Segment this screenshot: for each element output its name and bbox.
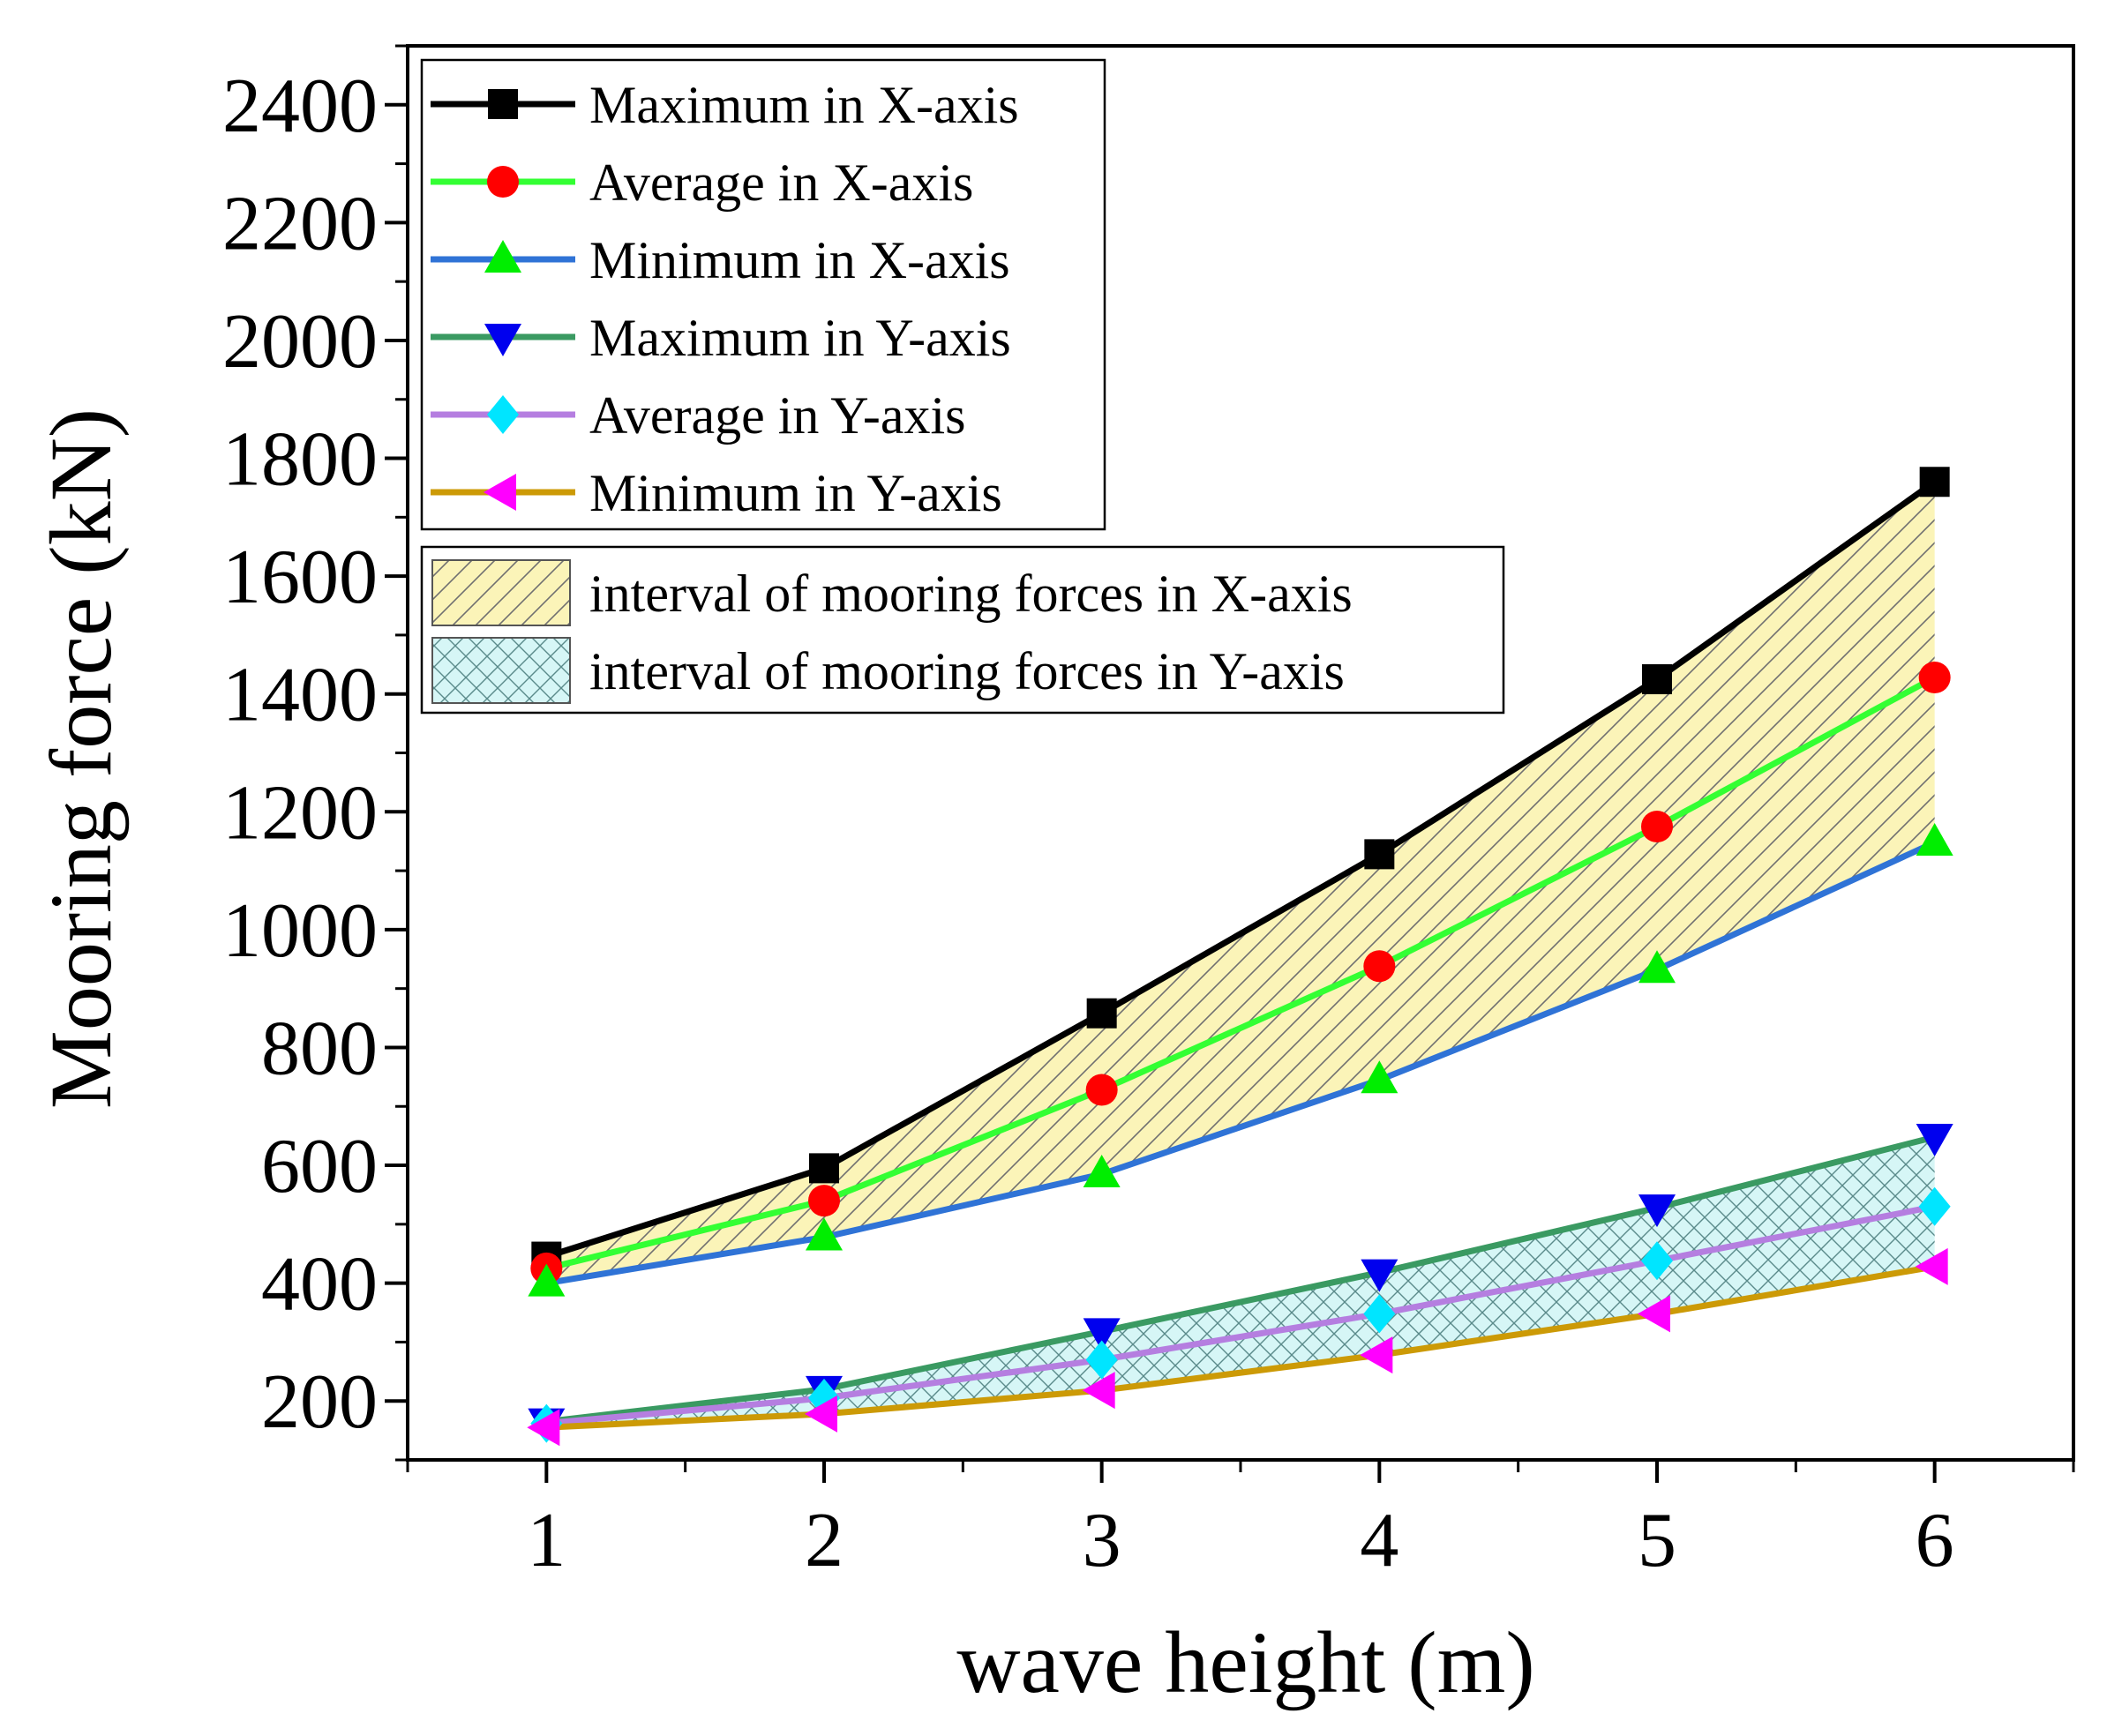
x-tick-label-6: 6 — [1916, 1498, 1954, 1583]
marker-maximum-in-y-axis-3 — [1083, 1318, 1121, 1351]
marker-maximum-in-x-axis-2 — [809, 1153, 839, 1184]
y-tick-label-200: 200 — [261, 1359, 378, 1445]
legend-label-average-in-x-axis: Average in X-axis — [589, 153, 973, 212]
legend-item-maximum-in-y-axis: Maximum in Y-axis — [431, 309, 1011, 367]
band-interval-of-mooring-forces-in-x-axis — [546, 482, 1935, 1283]
legend-item-average-in-x-axis: Average in X-axis — [431, 153, 973, 212]
marker-average-in-y-axis-5 — [1641, 1241, 1673, 1281]
line-average-in-x-axis — [545, 674, 1937, 1272]
marker-minimum-in-x-axis-5 — [1638, 950, 1676, 984]
legend-item-maximum-in-x-axis: Maximum in X-axis — [431, 76, 1019, 134]
marker-maximum-in-y-axis-6 — [1916, 1123, 1953, 1156]
line-minimum-in-x-axis — [545, 839, 1937, 1287]
legend-marker-maximum-in-y-axis — [484, 324, 521, 356]
marker-average-in-x-axis-2 — [808, 1185, 840, 1217]
y-tick-label-2400: 2400 — [222, 64, 378, 149]
y-tick-label-800: 800 — [261, 1006, 378, 1091]
interval-bands — [546, 482, 1935, 1428]
legend-marker-maximum-in-x-axis — [488, 89, 518, 119]
marker-minimum-in-y-axis-4 — [1360, 1336, 1393, 1374]
x-tick-label-5: 5 — [1638, 1498, 1676, 1583]
legend-item-average-in-y-axis: Average in Y-axis — [431, 386, 966, 445]
marker-average-in-y-axis-6 — [1918, 1186, 1951, 1226]
marker-minimum-in-x-axis-4 — [1361, 1060, 1398, 1094]
marker-maximum-in-y-axis-4 — [1361, 1259, 1398, 1292]
y-tick-label-600: 600 — [261, 1124, 378, 1209]
marker-average-in-x-axis-6 — [1918, 662, 1951, 694]
x-axis: 1 2 3 4 5 6 — [406, 1460, 2075, 1583]
legend-series: Maximum in X-axis Average in X-axis Minimu… — [420, 58, 1106, 531]
line-maximum-in-y-axis — [545, 1134, 1936, 1425]
band-interval-of-mooring-forces-in-y-axis — [546, 1136, 1935, 1428]
x-tick-label-4: 4 — [1360, 1498, 1398, 1583]
line-maximum-in-x-axis — [545, 479, 1937, 1260]
marker-maximum-in-x-axis-6 — [1919, 467, 1950, 498]
marker-maximum-in-x-axis-5 — [1642, 664, 1672, 695]
y-tick-label-1400: 1400 — [222, 653, 378, 738]
legend-label-maximum-in-y-axis: Maximum in Y-axis — [589, 309, 1011, 367]
marker-minimum-in-x-axis-6 — [1916, 823, 1953, 857]
marker-minimum-in-x-axis-3 — [1083, 1155, 1121, 1188]
marker-maximum-in-x-axis-3 — [1086, 998, 1117, 1029]
x-axis-title: wave height (m) — [956, 1613, 1534, 1711]
marker-average-in-x-axis-3 — [1085, 1074, 1118, 1106]
marker-minimum-in-x-axis-2 — [806, 1217, 843, 1251]
legend-swatch-interval-of-mooring-forces-in-x-axis — [431, 559, 571, 626]
marker-minimum-in-y-axis-3 — [1082, 1372, 1115, 1410]
marker-maximum-in-y-axis-5 — [1638, 1194, 1676, 1228]
x-tick-label-2: 2 — [805, 1498, 844, 1583]
marker-average-in-y-axis-4 — [1363, 1294, 1396, 1334]
legend-swatch-interval-of-mooring-forces-in-y-axis — [431, 637, 571, 704]
legend-item-interval-of-mooring-forces-in-y-axis: interval of mooring forces in Y-axis — [431, 637, 1345, 704]
legend-marker-minimum-in-y-axis — [484, 474, 516, 511]
legend-label-average-in-y-axis: Average in Y-axis — [589, 386, 966, 445]
line-average-in-y-axis — [546, 1203, 1936, 1427]
marker-minimum-in-y-axis-2 — [805, 1395, 837, 1433]
series-markers — [527, 467, 1953, 1447]
legend-label-minimum-in-x-axis: Minimum in X-axis — [589, 231, 1010, 289]
y-axis-title: Mooring force (kN) — [32, 408, 130, 1109]
legend-label-minimum-in-y-axis: Minimum in Y-axis — [589, 464, 1002, 522]
legend-item-minimum-in-y-axis: Minimum in Y-axis — [431, 464, 1002, 522]
legend-bands: interval of mooring forces in X-axis inte… — [420, 545, 1505, 715]
legend-marker-minimum-in-x-axis — [484, 240, 521, 273]
marker-minimum-in-y-axis-6 — [1915, 1247, 1948, 1285]
legend-item-interval-of-mooring-forces-in-x-axis: interval of mooring forces in X-axis — [431, 559, 1353, 626]
legend-label-interval-of-mooring-forces-in-y-axis: interval of mooring forces in Y-axis — [589, 642, 1345, 700]
marker-minimum-in-x-axis-1 — [528, 1263, 566, 1297]
legend-marker-average-in-x-axis — [487, 166, 519, 198]
y-tick-label-2200: 2200 — [222, 181, 378, 266]
y-tick-label-1000: 1000 — [222, 888, 378, 974]
marker-minimum-in-y-axis-1 — [527, 1409, 560, 1447]
legend-item-minimum-in-x-axis: Minimum in X-axis — [431, 231, 1010, 289]
marker-average-in-y-axis-3 — [1085, 1340, 1118, 1380]
legend-series-box — [420, 58, 1106, 531]
x-tick-label-3: 3 — [1083, 1498, 1121, 1583]
legend-label-interval-of-mooring-forces-in-x-axis: interval of mooring forces in X-axis — [589, 565, 1353, 623]
legend-bands-box — [420, 545, 1505, 715]
y-tick-label-1200: 1200 — [222, 770, 378, 856]
marker-maximum-in-x-axis-4 — [1364, 839, 1395, 870]
x-tick-label-1: 1 — [527, 1498, 566, 1583]
marker-average-in-x-axis-4 — [1363, 950, 1396, 983]
y-axis: 200 400 600 800 1000 1200 1400 1600 1800 2000 2200… — [222, 44, 408, 1462]
legend-label-maximum-in-x-axis: Maximum in X-axis — [589, 76, 1019, 134]
legend-marker-average-in-y-axis — [487, 395, 519, 434]
y-tick-label-1800: 1800 — [222, 417, 378, 503]
marker-minimum-in-y-axis-5 — [1638, 1295, 1670, 1333]
series-lines — [545, 479, 1937, 1431]
y-tick-label-1600: 1600 — [222, 535, 378, 620]
marker-average-in-x-axis-5 — [1641, 810, 1673, 842]
y-tick-label-400: 400 — [261, 1242, 378, 1328]
y-tick-label-2000: 2000 — [222, 299, 378, 385]
line-minimum-in-y-axis — [546, 1263, 1936, 1431]
